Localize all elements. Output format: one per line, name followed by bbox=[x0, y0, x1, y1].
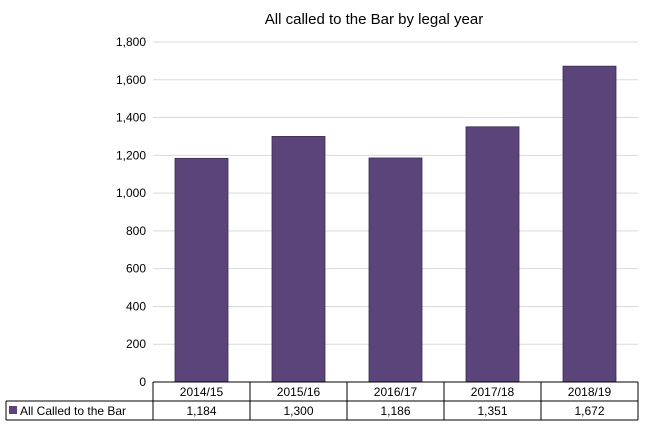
data-table-value: 1,300 bbox=[283, 404, 313, 418]
data-table-value: 1,184 bbox=[186, 404, 216, 418]
legend-series-name: All Called to the Bar bbox=[20, 404, 126, 418]
bar bbox=[368, 157, 423, 383]
x-category-label: 2017/18 bbox=[471, 385, 515, 399]
y-tick-label: 1,600 bbox=[116, 73, 146, 87]
bar bbox=[174, 157, 229, 383]
y-tick-label: 0 bbox=[139, 375, 146, 389]
legend-swatch bbox=[9, 406, 17, 414]
data-table-value: 1,672 bbox=[574, 404, 604, 418]
y-tick-label: 1,000 bbox=[116, 186, 146, 200]
y-tick-label: 600 bbox=[126, 262, 146, 276]
y-tick-label: 1,800 bbox=[116, 35, 146, 49]
x-category-label: 2018/19 bbox=[568, 385, 612, 399]
x-category-label: 2016/17 bbox=[374, 385, 418, 399]
data-table-value: 1,186 bbox=[380, 404, 410, 418]
bar bbox=[465, 126, 520, 383]
y-tick-label: 200 bbox=[126, 337, 146, 351]
data-table: 2014/15 1,184 2015/16 1,300 2016/17 1,186 2017… bbox=[5, 381, 639, 421]
data-table-value: 1,351 bbox=[477, 404, 507, 418]
y-tick-label: 1,400 bbox=[116, 111, 146, 125]
bars bbox=[174, 65, 617, 383]
x-category-label: 2015/16 bbox=[277, 385, 321, 399]
y-axis-tick-labels: 0 200 400 600 800 1,000 1,200 1,400 1,600 1,800 bbox=[116, 35, 146, 389]
chart-title: All called to the Bar by legal year bbox=[265, 11, 483, 28]
y-tick-label: 1,200 bbox=[116, 148, 146, 162]
y-tick-label: 400 bbox=[126, 299, 146, 313]
y-tick-label: 800 bbox=[126, 224, 146, 238]
bar bbox=[562, 65, 617, 383]
bar bbox=[271, 136, 326, 383]
x-category-label: 2014/15 bbox=[180, 385, 224, 399]
